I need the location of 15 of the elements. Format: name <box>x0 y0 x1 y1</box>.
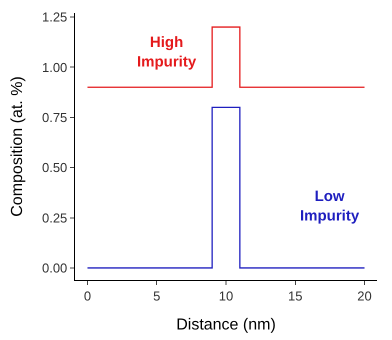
y-tick-label: 1.00 <box>42 60 68 75</box>
y-tick-label: 0.75 <box>42 110 68 125</box>
y-tick-label: 0.50 <box>42 160 68 176</box>
y-tick-label: 1.25 <box>42 10 68 25</box>
y-tick-label: 0.25 <box>42 210 68 226</box>
x-tick-label: 15 <box>288 288 303 304</box>
y-tick-label: 0.00 <box>42 260 68 276</box>
y-axis-title: Composition (at. %) <box>8 76 26 217</box>
series-label: High Impurity <box>137 34 197 70</box>
x-tick-label: 10 <box>218 288 234 304</box>
x-axis-title: Distance (nm) <box>176 316 276 334</box>
text: Low Impurity <box>300 188 360 224</box>
x-tick-label: 5 <box>153 288 160 304</box>
x-tick-label: 20 <box>357 288 372 304</box>
x-tick-label: 0 <box>84 288 92 304</box>
